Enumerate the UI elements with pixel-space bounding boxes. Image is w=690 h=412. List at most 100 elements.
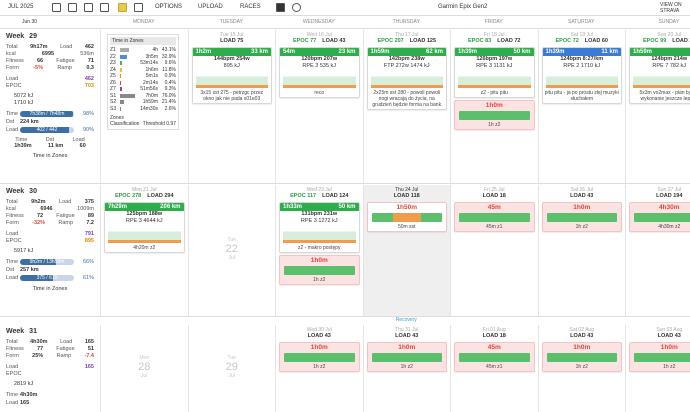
upload-menu[interactable]: UPLOAD	[198, 4, 223, 10]
zone-pct: 32.9%	[161, 53, 176, 60]
zone-pct: 43.1%	[161, 47, 176, 53]
zone-name: Z1	[110, 47, 116, 53]
activity-line: 125bpm 188w	[126, 211, 163, 217]
grid-icon[interactable]	[100, 3, 109, 12]
day-cell: Wed 23 Jul EPOC 117 LOAD 124 1h33m 50 km 131b…	[275, 185, 363, 316]
activity-head: 1h2m 33 km	[192, 48, 271, 56]
planned-workout[interactable]: 45m 45m z1	[454, 342, 535, 372]
run-head-cell: Dst	[45, 137, 54, 143]
activity-card[interactable]: 7h29m 206 km 125bpm 188w RPE 3 4644 kJ 4h20m…	[104, 202, 185, 253]
planned-workout[interactable]: 1h0m 1h z2	[454, 100, 535, 130]
metric: LOAD 43	[307, 333, 331, 339]
zone-bar	[120, 106, 121, 111]
stat-cell: 462	[84, 76, 94, 82]
planned-note: 4h30m z2	[658, 224, 681, 230]
planned-note: 45m z1	[486, 224, 503, 230]
activity-card[interactable]: 1h39m 50 km 126bpm 197w RPE 3 1131 kJ z2 - p…	[454, 47, 535, 98]
options-menu[interactable]: OPTIONS	[155, 4, 183, 10]
stat-cell: Fitness	[6, 213, 24, 219]
stat-cell: Fatigue	[56, 213, 75, 219]
metric: LOAD 194	[656, 193, 683, 199]
planned-workout[interactable]: 45m 45m z1	[454, 202, 535, 232]
activity-card[interactable]: 54m 23 km 120bpm 207w RPE 3 535 kJ reco	[279, 47, 360, 98]
list-icon[interactable]	[68, 3, 77, 12]
empty-dow: Mon	[139, 354, 150, 361]
zones-link[interactable]: Time in Zones	[32, 153, 68, 159]
stat-cell: EPOC	[6, 371, 22, 377]
zone-bar-track	[120, 54, 140, 59]
day-date: Wed 23 Jul	[306, 187, 332, 193]
races-menu[interactable]: RACES	[240, 4, 261, 10]
zone-time: 7h0m	[145, 92, 158, 99]
day-name: THURSDAY	[392, 19, 420, 25]
metric: EPOC 117	[290, 193, 317, 199]
planned-note: 1h z2	[313, 364, 326, 370]
help-icon[interactable]	[292, 3, 301, 12]
stat-cell: 71	[87, 58, 94, 64]
empty-daynum: 28	[138, 360, 151, 373]
activity-card[interactable]: 1h59m 62 km 142bpm 238w FTP 272w 1474 kJ 2x2…	[366, 47, 447, 110]
planned-workout[interactable]: 1h0m 1h z2	[541, 342, 622, 372]
activity-note: 3x15 sst 275 - petrzgc przez okno jak ni…	[200, 90, 264, 102]
planned-workout[interactable]: 1h0m 1h z2	[541, 202, 622, 232]
zone-bar	[120, 48, 129, 53]
empty-daynum: 29	[225, 360, 238, 373]
metric: LOAD 43	[570, 193, 594, 199]
activity-chart	[370, 71, 443, 88]
calendar-icon[interactable]	[118, 3, 127, 12]
planned-workout[interactable]: 1h0m 1h z2	[279, 342, 360, 372]
activity-line: 131bpm 231w	[301, 211, 338, 217]
day-cell: Fri 25 Jul LOAD 18 45m 45m z1	[450, 185, 538, 316]
zones-link[interactable]: Time in Zones	[32, 286, 68, 292]
zones-threshold: Threshold 0.97	[142, 121, 176, 127]
stat-cell: 375	[84, 199, 94, 205]
view-icon[interactable]	[52, 3, 61, 12]
day-cell: Tue 15 Jul LOAD 75 1h2m 33 km 144bpm 254w 895…	[187, 30, 276, 183]
zone-time: 3h5m	[145, 53, 158, 60]
day-metrics: LOAD 194	[626, 193, 690, 200]
zone-row: Z2 3h5m 32.9%	[110, 54, 176, 61]
zone-bar	[120, 100, 125, 105]
progress-pct: 98%	[82, 111, 94, 117]
activity-head-value: 1h59m	[370, 49, 390, 55]
activity-note: z2 - makro postępy	[297, 245, 341, 251]
stat-cell: 791	[84, 231, 94, 237]
month-picker[interactable]: JUL 2025	[8, 4, 34, 10]
camera-icon[interactable]	[276, 3, 285, 12]
zone-name: Z5	[110, 73, 116, 79]
activity-card[interactable]: 1h2m 33 km 144bpm 254w 895 kJ 3x15 sst 275 -…	[191, 47, 272, 104]
metric: LOAD 75	[220, 38, 244, 44]
planned-workout[interactable]: 1h50m 50m sst	[366, 202, 447, 232]
progress-pct: 66%	[82, 259, 94, 265]
activity-line: RPE 3 535 kJ	[302, 63, 337, 69]
stat-cell: Form	[6, 220, 19, 226]
progress-row: Load 375 / 610 61%	[6, 274, 94, 282]
planned-workout[interactable]: 1h0m 1h z2	[366, 342, 447, 372]
planned-workout[interactable]: 1h0m 1h z2	[279, 255, 360, 285]
load-row: Load 165	[6, 364, 94, 371]
stat-cell: 165	[84, 364, 94, 370]
planned-workout[interactable]: 1h0m 1h z2	[629, 342, 690, 372]
day-icon[interactable]	[134, 3, 143, 12]
activity-card[interactable]: 1h33m 50 km 131bpm 231w RPE 3 1272 kJ z2 - m…	[279, 202, 360, 253]
planned-strip	[546, 353, 617, 362]
day-cell: Tue 29 Jul	[187, 325, 276, 412]
planned-duration: 1h0m	[573, 344, 591, 351]
activity-chart	[195, 71, 268, 88]
sort-icon[interactable]	[84, 3, 93, 12]
metric: LOAD 43	[570, 333, 594, 339]
progress-pct: 90%	[82, 127, 94, 133]
zone-bar-track	[120, 67, 140, 72]
zone-name: S2	[110, 99, 117, 105]
zone-row: Z7 51m56s 9.3%	[110, 86, 176, 93]
stat-row: Form -5% Ramp 0.3	[6, 65, 94, 72]
activity-head-value: 7h29m	[108, 204, 128, 210]
planned-workout[interactable]: 4h30m 4h30m z2	[629, 202, 690, 232]
stat-cell: Ramp	[57, 65, 72, 71]
strava-link[interactable]: VIEW ON STRAVA	[660, 2, 682, 14]
day-date: Sun 27 Jul	[657, 187, 682, 193]
metric: EPOC 207	[377, 38, 404, 44]
activity-card[interactable]: 1h39m 11 km 124bpm 8:27/km RPE 2 1710 kJ pit…	[541, 47, 622, 104]
zone-name: S1	[110, 92, 117, 99]
